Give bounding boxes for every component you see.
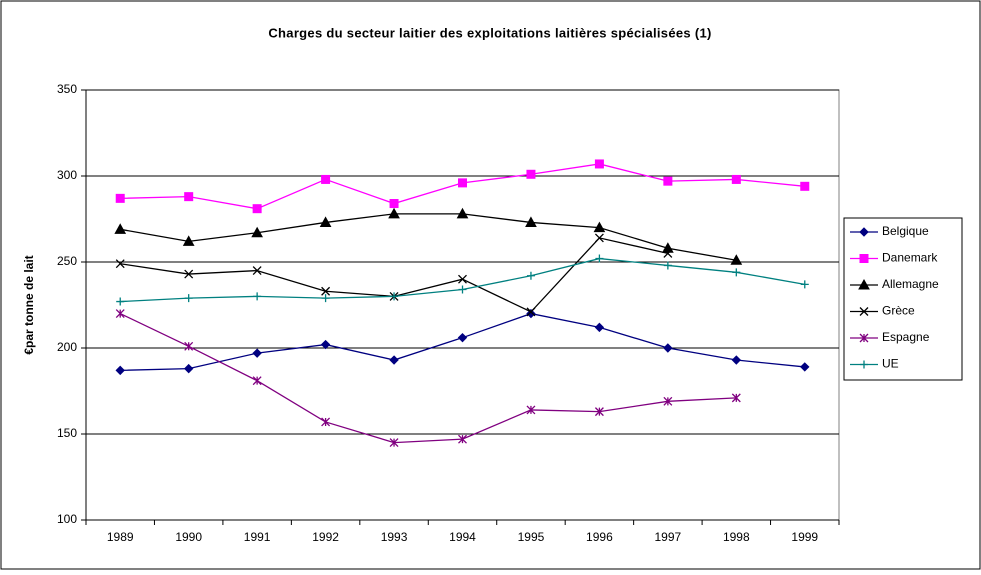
x-tick-label: 1993: [381, 530, 408, 544]
marker: [115, 365, 125, 376]
marker: [731, 393, 741, 403]
x-tick-label: 1989: [107, 530, 134, 544]
legend-label: Allemagne: [882, 277, 939, 291]
marker: [526, 271, 535, 280]
x-tick-label: 1998: [723, 530, 750, 544]
y-tick-label: 300: [57, 168, 77, 182]
marker: [859, 227, 869, 237]
marker: [800, 362, 810, 372]
marker: [663, 248, 673, 258]
x-tick-label: 1995: [518, 530, 545, 544]
plot-area: [85, 89, 840, 521]
marker: [594, 322, 605, 333]
marker: [594, 159, 604, 169]
marker: [458, 434, 467, 444]
marker: [115, 193, 125, 203]
x-tick-label: 1990: [175, 530, 202, 544]
marker: [320, 339, 331, 350]
marker: [115, 259, 125, 269]
marker: [389, 355, 399, 365]
marker: [663, 176, 673, 186]
marker: [253, 292, 262, 301]
marker: [184, 341, 194, 351]
marker: [390, 292, 399, 301]
marker: [252, 204, 262, 214]
series-line: [120, 213, 737, 261]
marker: [858, 278, 870, 290]
marker: [321, 294, 330, 303]
marker: [251, 226, 263, 238]
marker: [593, 221, 606, 233]
marker: [595, 254, 604, 263]
x-tick-label: 1996: [586, 530, 613, 544]
marker: [388, 207, 400, 219]
marker: [859, 333, 869, 343]
marker: [458, 274, 467, 284]
y-tick-label: 200: [57, 340, 77, 354]
marker: [730, 254, 743, 265]
legend-label: Belgique: [882, 224, 929, 238]
y-tick-label: 150: [57, 426, 77, 440]
marker: [389, 438, 399, 448]
legend-label: Grèce: [882, 304, 915, 318]
marker: [319, 216, 332, 227]
marker: [731, 355, 742, 365]
marker: [456, 207, 469, 219]
marker: [321, 417, 331, 427]
y-tick-label: 350: [57, 82, 77, 96]
marker: [182, 235, 195, 246]
marker: [525, 216, 537, 227]
x-tick-label: 1997: [655, 530, 682, 544]
marker: [732, 268, 741, 277]
marker: [663, 343, 673, 353]
marker: [594, 407, 604, 417]
legend-label: Danemark: [882, 251, 938, 265]
marker: [252, 348, 262, 358]
x-tick-label: 1994: [449, 530, 476, 544]
marker: [663, 396, 673, 406]
marker: [183, 363, 194, 374]
series-line: [119, 313, 737, 444]
marker: [594, 233, 604, 243]
x-tick-label: 1999: [791, 530, 818, 544]
marker: [252, 376, 262, 386]
x-tick-label: 1991: [244, 530, 271, 544]
y-tick-label: 100: [57, 512, 77, 526]
marker: [526, 307, 536, 317]
marker: [458, 285, 467, 294]
marker: [731, 174, 741, 184]
marker: [389, 199, 399, 209]
marker: [859, 254, 869, 263]
marker: [457, 332, 468, 343]
marker: [321, 286, 331, 296]
marker: [663, 261, 672, 270]
marker: [184, 294, 193, 303]
marker: [252, 266, 262, 276]
y-axis-label: €par tonne de lait: [22, 255, 36, 354]
marker: [526, 169, 536, 179]
y-tick-label: 250: [57, 254, 77, 268]
marker: [321, 174, 331, 184]
marker: [114, 223, 127, 234]
legend-label: UE: [882, 357, 899, 371]
marker: [184, 269, 194, 279]
marker: [116, 297, 125, 306]
marker: [115, 309, 125, 319]
marker: [860, 360, 868, 369]
marker: [184, 192, 194, 202]
legend-label: Espagne: [882, 330, 930, 344]
marker: [526, 405, 536, 415]
legend-box: [843, 217, 963, 381]
marker: [800, 181, 810, 191]
x-tick-label: 1992: [312, 530, 339, 544]
chart-title: Charges du secteur laitier des exploitat…: [268, 25, 711, 40]
marker: [859, 307, 869, 316]
marker: [800, 280, 809, 289]
marker: [458, 178, 467, 188]
